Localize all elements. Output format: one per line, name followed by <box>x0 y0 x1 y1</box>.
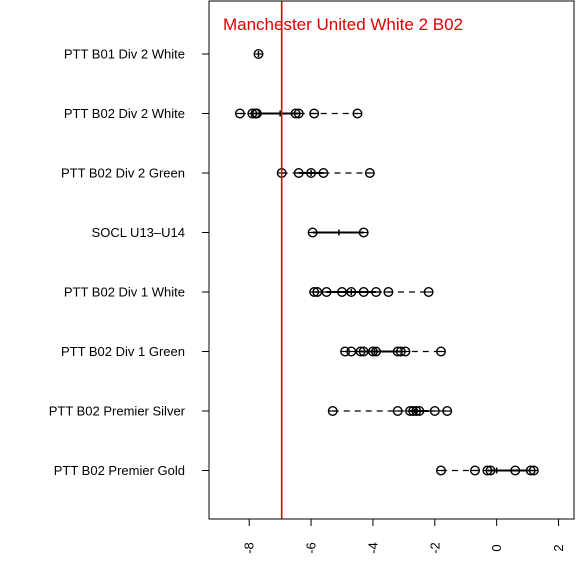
y-tick-label: PTT B02 Div 1 Green <box>61 344 185 359</box>
y-tick-label: PTT B02 Premier Silver <box>49 404 186 419</box>
y-axis: PTT B01 Div 2 White PTT B02 Div 2 White PT… <box>49 47 209 478</box>
y-tick-label: SOCL U13–U14 <box>92 225 185 240</box>
x-tick-label: -4 <box>365 542 380 554</box>
x-axis: -8 -6 -4 -2 0 2 <box>242 519 566 554</box>
y-tick-label: PTT B02 Div 2 Green <box>61 166 185 181</box>
series-row <box>253 49 264 60</box>
plot-area <box>234 1 539 519</box>
y-tick-label: PTT B02 Div 1 White <box>64 285 185 300</box>
series-row <box>307 227 369 238</box>
x-tick-label: -6 <box>304 542 319 554</box>
series-row <box>234 108 363 119</box>
x-tick-label: 2 <box>551 544 566 551</box>
x-tick-label: 0 <box>489 544 504 551</box>
series-row <box>309 287 434 298</box>
chart-title: Manchester United White 2 B02 <box>223 15 463 34</box>
series-row <box>327 406 453 417</box>
x-tick-label: -2 <box>427 542 442 554</box>
y-tick-label: PTT B01 Div 2 White <box>64 47 185 62</box>
series-row <box>276 167 375 178</box>
series-row <box>435 465 539 476</box>
y-tick-label: PTT B02 Div 2 White <box>64 106 185 121</box>
series-row <box>340 346 446 357</box>
y-tick-label: PTT B02 Premier Gold <box>54 463 185 478</box>
plot-frame <box>208 0 575 520</box>
x-tick-label: -8 <box>242 542 257 554</box>
